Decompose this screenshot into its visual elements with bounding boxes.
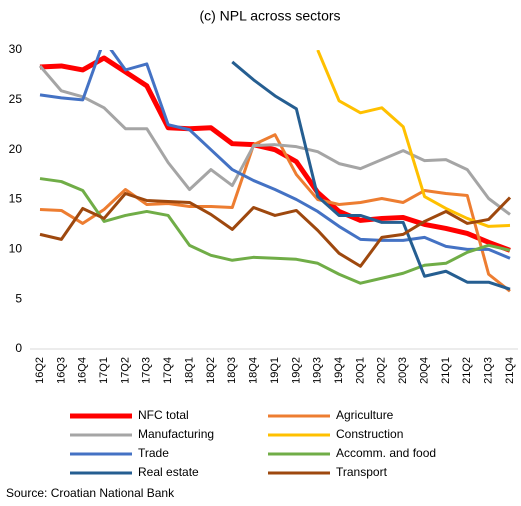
x-tick-label: 16Q3 — [55, 357, 67, 384]
x-tick-label: 17Q3 — [141, 357, 153, 384]
x-tick-label: 19Q2 — [290, 357, 302, 384]
legend-label: Trade — [138, 446, 169, 460]
x-tick-label: 19Q1 — [269, 357, 281, 384]
x-tick-label: 17Q4 — [162, 357, 174, 384]
legend-label: Real estate — [138, 465, 199, 479]
x-tick-label: 20Q2 — [376, 357, 388, 384]
y-tick-label: 30 — [9, 42, 23, 56]
x-tick-label: 21Q4 — [504, 357, 516, 384]
x-tick-label: 21Q2 — [461, 357, 473, 384]
x-tick-label: 21Q1 — [440, 357, 452, 384]
series-line — [39, 133, 511, 293]
y-tick-label: 20 — [9, 142, 23, 156]
source-note: Source: Croatian National Bank — [6, 486, 175, 500]
series-line — [316, 50, 511, 228]
x-tick-label: 18Q3 — [226, 357, 238, 384]
series-line — [39, 192, 512, 268]
series-line — [39, 177, 511, 285]
series-line — [38, 64, 511, 216]
x-tick-label: 16Q2 — [34, 357, 46, 384]
y-tick-label: 0 — [15, 341, 22, 355]
legend-label: Construction — [336, 427, 403, 441]
x-tick-label: 20Q1 — [354, 357, 366, 384]
x-tick-label: 19Q4 — [333, 357, 345, 384]
legend-label: NFC total — [138, 408, 189, 422]
x-tick-label: 18Q2 — [205, 357, 217, 384]
x-tick-label: 17Q1 — [98, 357, 110, 384]
legend-label: Agriculture — [336, 408, 394, 422]
x-tick-label: 20Q4 — [418, 357, 430, 384]
y-tick-label: 15 — [9, 192, 23, 206]
x-tick-label: 19Q3 — [312, 357, 324, 384]
series-line — [39, 50, 511, 260]
plot-area — [38, 50, 512, 293]
x-tick-label: 16Q4 — [77, 357, 89, 384]
y-tick-label: 10 — [9, 242, 23, 256]
x-tick-label: 20Q3 — [397, 357, 409, 384]
x-tick-label: 18Q1 — [183, 357, 195, 384]
series-line — [39, 55, 511, 253]
chart-title: (c) NPL across sectors — [199, 8, 340, 24]
y-tick-label: 5 — [15, 291, 22, 305]
series-line — [231, 60, 511, 291]
x-tick-label: 21Q3 — [483, 357, 495, 384]
x-tick-label: 18Q4 — [248, 357, 260, 384]
x-tick-label: 17Q2 — [119, 357, 131, 384]
y-tick-label: 25 — [9, 92, 23, 106]
legend-label: Accomm. and food — [336, 446, 436, 460]
legend-label: Transport — [336, 465, 388, 479]
legend-label: Manufacturing — [138, 427, 214, 441]
